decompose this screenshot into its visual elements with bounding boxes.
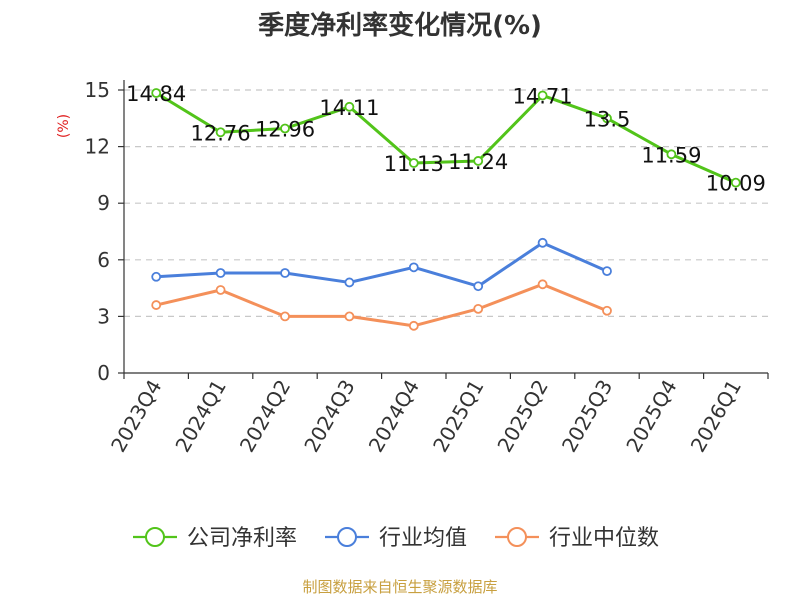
- data-point: [280, 311, 290, 322]
- data-point: [473, 303, 484, 314]
- legend-label: 行业中位数: [549, 526, 659, 551]
- y-tick-label: 6: [97, 248, 110, 272]
- data-label: 10.09: [706, 172, 766, 196]
- data-point: [344, 277, 355, 288]
- data-point: [151, 88, 162, 98]
- x-tick-label: 2025Q4: [621, 376, 681, 457]
- data-point: [215, 285, 226, 295]
- data-label: 13.5: [584, 107, 631, 131]
- data-label: 12.76: [191, 121, 251, 145]
- x-tick-label: 2025Q2: [492, 376, 552, 457]
- data-point: [280, 123, 290, 134]
- data-point: [473, 281, 484, 292]
- x-tick-label: 2025Q1: [428, 376, 488, 457]
- data-point: [280, 268, 290, 278]
- data-point: [151, 300, 162, 310]
- x-tick-label: 2024Q2: [235, 376, 295, 457]
- data-point: [408, 320, 419, 331]
- x-tick-label: 2026Q1: [686, 376, 746, 457]
- series-line-2: [155, 282, 608, 328]
- data-point: [215, 268, 226, 278]
- data-point: [344, 101, 355, 112]
- data-point: [602, 305, 612, 316]
- data-point: [344, 311, 355, 322]
- y-tick-label: 3: [97, 304, 110, 328]
- data-point: [151, 271, 162, 282]
- x-tick-label: 2025Q3: [557, 376, 617, 457]
- x-tick-label: 2024Q1: [170, 376, 230, 457]
- legend-marker: [337, 527, 357, 547]
- legend-item-2: 行业中位数: [495, 526, 659, 551]
- data-point: [666, 149, 677, 160]
- y-tick-label: 12: [85, 135, 110, 159]
- data-point: [602, 113, 612, 124]
- series-line-0: [155, 91, 737, 185]
- data-label: 14.84: [126, 82, 186, 106]
- data-label: 12.96: [255, 117, 315, 141]
- data-label: 11.59: [641, 143, 701, 167]
- data-point: [602, 266, 612, 277]
- y-tick-label: 9: [97, 191, 110, 215]
- legend-item-0: 公司净利率: [133, 526, 297, 551]
- data-point: [730, 177, 741, 188]
- series-layer: [151, 88, 741, 331]
- legend-marker: [145, 527, 165, 547]
- data-point: [473, 156, 484, 166]
- series-line-1: [156, 241, 608, 288]
- legend: 公司净利率 行业均值 行业中位数: [133, 526, 659, 551]
- x-tick-label: 2024Q3: [299, 376, 359, 457]
- legend-marker: [507, 527, 527, 547]
- source-note: 制图数据来自恒生聚源数据库: [302, 578, 497, 596]
- y-tick-label: 0: [97, 361, 110, 385]
- data-label: 11.13: [384, 152, 444, 176]
- data-label: 14.11: [319, 96, 379, 120]
- chart-title: 季度净利率变化情况(%): [258, 10, 542, 41]
- data-point: [537, 279, 548, 290]
- data-point: [215, 127, 226, 138]
- data-point: [537, 237, 548, 248]
- data-label: 11.24: [448, 150, 508, 174]
- x-tick-label: 2024Q4: [364, 376, 424, 457]
- data-point: [537, 90, 548, 101]
- legend-label: 公司净利率: [187, 526, 297, 551]
- data-label: 14.71: [513, 84, 573, 108]
- data-point: [408, 262, 419, 273]
- y-axis-label: (%): [56, 114, 72, 138]
- data-point: [408, 158, 419, 168]
- x-tick-label: 2023Q4: [106, 376, 166, 457]
- legend-label: 行业均值: [379, 526, 467, 551]
- y-tick-label: 15: [85, 78, 110, 102]
- legend-item-1: 行业均值: [325, 526, 467, 551]
